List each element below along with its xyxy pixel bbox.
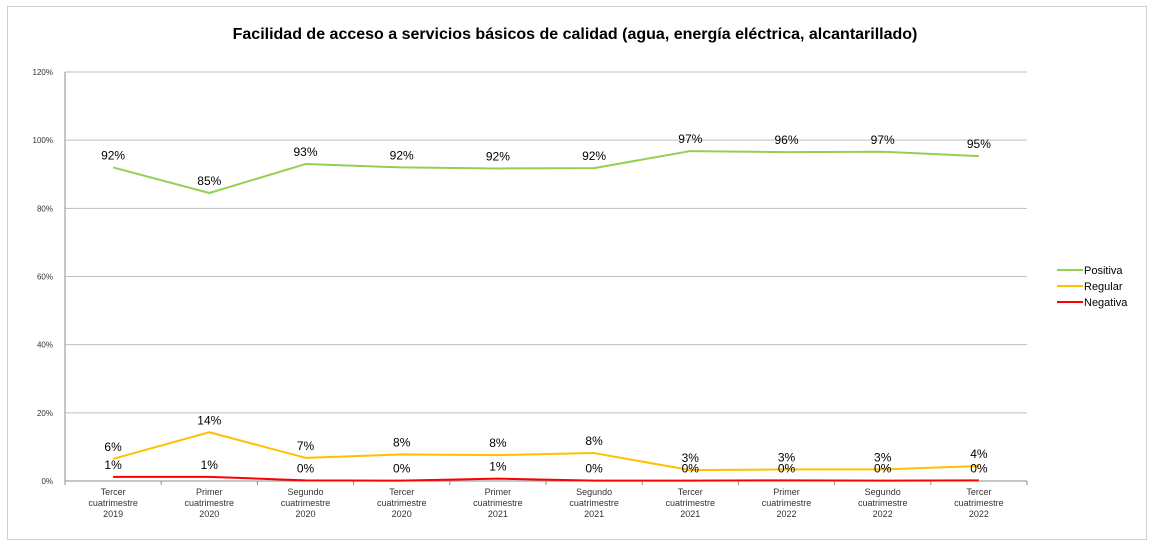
legend: Positiva Regular Negativa (1057, 265, 1128, 309)
x-tick-label: Primer cuatrimestre 2021 (473, 487, 523, 519)
y-tick-label: 0% (41, 477, 53, 486)
data-label-negativa: 0% (778, 461, 796, 475)
data-label-regular: 3% (778, 450, 796, 464)
data-label-regular: 7% (297, 439, 315, 453)
data-label-negativa: 0% (874, 462, 892, 476)
data-label-negativa: 1% (104, 458, 122, 472)
data-label-regular: 14% (197, 413, 221, 427)
x-tick-label: Tercer cuatrimestre 2022 (954, 487, 1004, 519)
data-label-positiva: 97% (678, 132, 702, 146)
y-tick-label: 60% (37, 273, 53, 282)
chart-title: Facilidad de acceso a servicios básicos … (232, 26, 918, 43)
series-line-positiva (112, 150, 979, 194)
data-label-regular: 6% (104, 440, 122, 454)
y-tick-label: 80% (37, 204, 53, 213)
series-line-negativa (113, 475, 979, 482)
series-line-regular (112, 431, 979, 472)
data-label-negativa: 0% (970, 461, 988, 475)
y-tick-label: 100% (33, 136, 53, 145)
legend-label-negativa: Negativa (1084, 297, 1128, 309)
data-label-positiva: 85% (197, 174, 221, 188)
data-label-positiva: 92% (582, 149, 606, 163)
x-tick-label: Tercer cuatrimestre 2021 (666, 487, 716, 519)
data-label-regular: 8% (393, 435, 411, 449)
data-label-positiva: 92% (101, 148, 125, 162)
y-tick-label: 40% (37, 341, 53, 350)
x-tick-label: Tercer cuatrimestre 2019 (88, 487, 138, 519)
data-label-negativa: 0% (393, 462, 411, 476)
x-tick-label: Segundo cuatrimestre 2021 (569, 487, 619, 519)
data-label-negativa: 0% (585, 462, 603, 476)
gridlines (65, 71, 1027, 482)
data-label-regular: 8% (489, 436, 507, 450)
data-label-positiva: 92% (486, 149, 510, 163)
data-label-positiva: 96% (774, 133, 798, 147)
data-label-positiva: 97% (871, 133, 895, 147)
x-tick-label: Primer cuatrimestre 2020 (185, 487, 235, 519)
x-tick-label: Segundo cuatrimestre 2020 (281, 487, 331, 519)
data-label-negativa: 1% (489, 460, 507, 474)
x-tick-label: Tercer cuatrimestre 2020 (377, 487, 427, 519)
chart-frame (7, 6, 1147, 540)
legend-label-regular: Regular (1084, 281, 1123, 293)
data-labels: 92% 85% 93% 92% 92% 92% 97% 96% 97% 95% 6% 14% 7% 8% 8… (101, 132, 991, 476)
legend-label-positiva: Positiva (1084, 265, 1123, 277)
x-tick-label: Primer cuatrimestre 2022 (762, 487, 812, 519)
x-tick-label: Segundo cuatrimestre 2022 (858, 487, 908, 519)
data-label-regular: 3% (874, 450, 892, 464)
series-lines (112, 150, 980, 482)
data-label-negativa: 0% (297, 461, 315, 475)
data-label-positiva: 92% (390, 148, 414, 162)
data-label-negativa: 0% (682, 462, 700, 476)
data-label-regular: 4% (970, 447, 988, 461)
data-label-regular: 3% (682, 451, 700, 465)
y-tick-label: 120% (33, 68, 53, 77)
data-label-positiva: 93% (293, 145, 317, 159)
y-axis: 0% 20% 40% 60% 80% 100% 120% (33, 68, 66, 486)
data-label-negativa: 1% (201, 458, 219, 472)
data-label-regular: 8% (585, 434, 603, 448)
data-label-positiva: 95% (967, 137, 991, 151)
y-tick-label: 20% (37, 409, 53, 418)
x-axis: Tercer cuatrimestre 2019 Primer cuatrimestre… (64, 481, 1028, 519)
